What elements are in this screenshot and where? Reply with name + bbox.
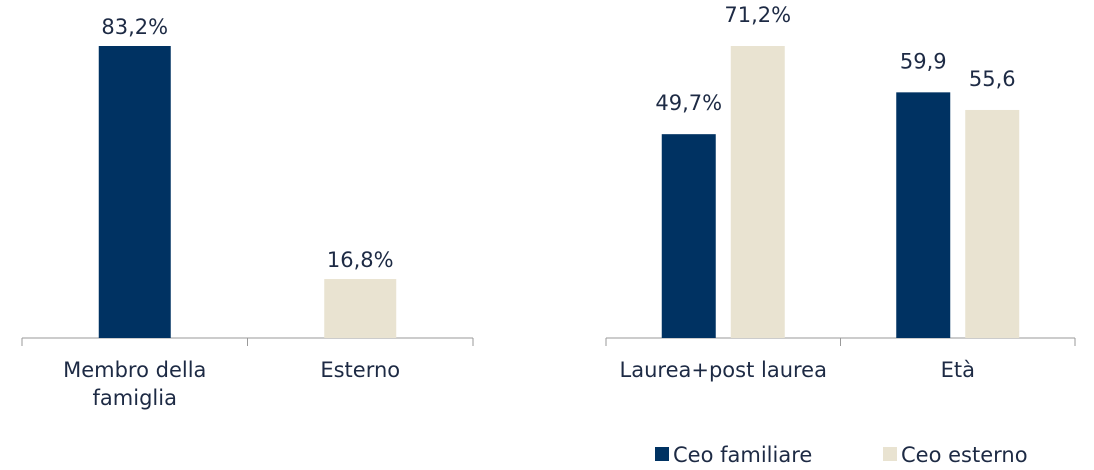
legend-label: Ceo familiare: [673, 443, 812, 467]
value-label: 49,7%: [655, 91, 722, 115]
value-label: 16,8%: [327, 248, 394, 272]
value-label: 55,6: [969, 67, 1016, 91]
bar: [661, 134, 716, 338]
x-tick-label: Esterno: [320, 358, 401, 382]
x-tick-label: Laurea+post laurea: [619, 358, 827, 382]
x-tick-label: Membro della famiglia: [63, 358, 207, 410]
legend-label: Ceo esterno: [901, 443, 1028, 467]
legend-swatch: [655, 447, 669, 461]
bar: [896, 92, 951, 338]
value-label: 83,2%: [101, 15, 168, 39]
value-label: 71,2%: [724, 3, 791, 27]
bar: [730, 46, 785, 338]
legend-swatch: [883, 447, 897, 461]
bar: [98, 46, 171, 338]
x-tick-label: Età: [940, 358, 975, 382]
bar: [965, 109, 1020, 338]
value-label: 59,9: [900, 49, 947, 73]
bar: [324, 279, 397, 338]
